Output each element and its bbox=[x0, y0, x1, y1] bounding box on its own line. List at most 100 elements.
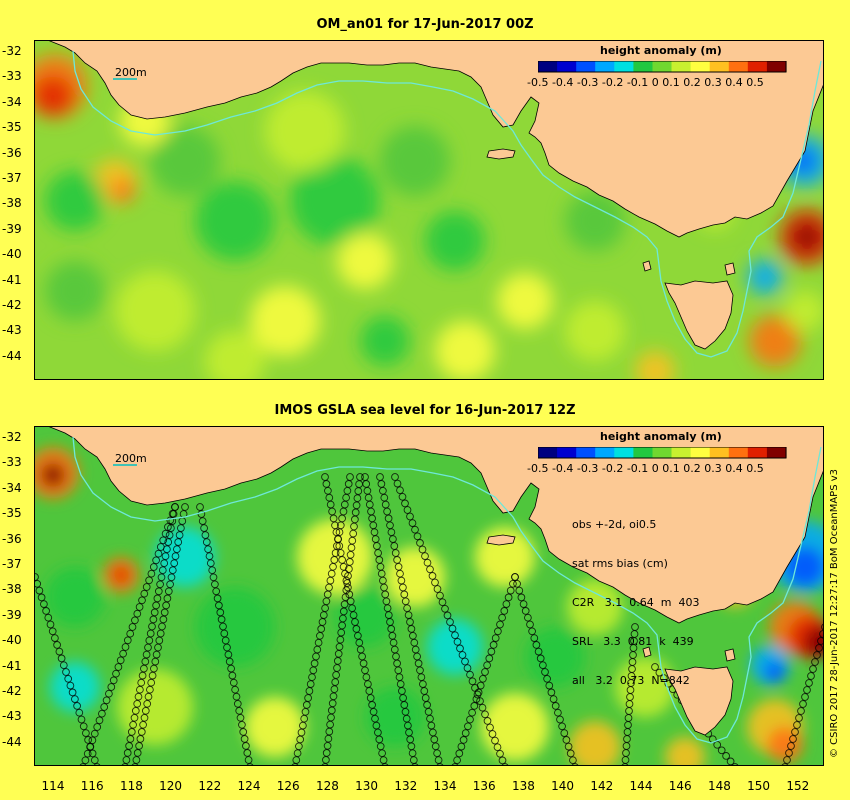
track-obs-marker bbox=[521, 607, 530, 615]
colorbar-swatch bbox=[671, 61, 692, 72]
track-obs-marker bbox=[161, 529, 170, 538]
anomaly-blob bbox=[335, 587, 395, 647]
track-obs-marker bbox=[562, 736, 571, 744]
track-obs-marker bbox=[496, 749, 504, 758]
track-obs-marker bbox=[81, 756, 90, 765]
track-obs-marker bbox=[436, 591, 444, 600]
track-obs-marker bbox=[160, 559, 169, 568]
track-obs-marker bbox=[53, 641, 61, 649]
track-obs-marker bbox=[125, 742, 133, 750]
colorbar-swatch bbox=[538, 61, 558, 72]
track-obs-marker bbox=[543, 674, 551, 683]
track-obs-marker bbox=[651, 663, 659, 671]
track-obs-marker bbox=[547, 688, 556, 697]
x-axis-label: 152 bbox=[786, 779, 810, 793]
track-obs-marker bbox=[196, 503, 204, 511]
track-obs-marker bbox=[134, 692, 143, 701]
track-obs-marker bbox=[242, 742, 250, 750]
track-obs-marker bbox=[51, 634, 59, 642]
track-obs-marker bbox=[451, 763, 459, 765]
x-axis-label: 144 bbox=[629, 779, 653, 793]
stats-box: obs +-2d, oi0.5 sat rms bias (cm) C2R 3.… bbox=[572, 492, 700, 700]
track-obs-marker bbox=[554, 708, 562, 717]
colorbar-swatch bbox=[652, 61, 673, 72]
track-obs-marker bbox=[66, 681, 75, 690]
track-obs-marker bbox=[494, 627, 502, 636]
track-obs-marker bbox=[158, 566, 167, 575]
y-axis-label: -41 bbox=[2, 658, 22, 673]
track-obs-marker bbox=[121, 763, 129, 765]
track-obs-marker bbox=[142, 583, 151, 591]
track-obs-marker bbox=[506, 586, 515, 595]
track-obs-marker bbox=[524, 613, 532, 622]
track-obs-marker bbox=[485, 654, 494, 663]
track-obs-marker bbox=[481, 710, 489, 719]
track-obs-marker bbox=[233, 699, 242, 708]
bottom-scale-label: 200m bbox=[115, 452, 147, 465]
track-obs-marker bbox=[423, 558, 432, 567]
track-obs-marker bbox=[470, 702, 479, 710]
y-axis-label: -37 bbox=[2, 171, 22, 185]
x-axis-label: 136 bbox=[472, 779, 496, 793]
track-obs-marker bbox=[621, 763, 629, 765]
track-obs-marker bbox=[215, 601, 223, 610]
track-obs-marker bbox=[35, 579, 42, 588]
track-obs-marker bbox=[126, 629, 135, 638]
track-obs-marker bbox=[396, 486, 404, 495]
track-obs-marker bbox=[64, 674, 73, 683]
track-obs-marker bbox=[536, 654, 545, 663]
track-obs-marker bbox=[55, 647, 64, 656]
x-axis-label: 126 bbox=[276, 779, 300, 793]
track-obs-marker bbox=[208, 566, 217, 575]
track-obs-marker bbox=[466, 670, 474, 679]
track-obs-marker bbox=[433, 585, 442, 593]
track-obs-marker bbox=[59, 661, 68, 670]
track-obs-marker bbox=[463, 664, 472, 672]
track-obs-marker bbox=[811, 658, 819, 666]
y-axis-label: -44 bbox=[2, 734, 22, 749]
track-obs-marker bbox=[147, 569, 156, 578]
track-obs-marker bbox=[170, 559, 179, 568]
colorbar-swatch bbox=[557, 447, 577, 458]
track-obs-marker bbox=[243, 749, 252, 757]
x-axis-label: 122 bbox=[198, 779, 222, 793]
track-obs-marker bbox=[390, 542, 399, 550]
land-mainland bbox=[48, 427, 823, 624]
colorbar-swatch bbox=[614, 61, 634, 72]
track-obs-marker bbox=[566, 749, 575, 758]
track-obs-marker bbox=[84, 736, 92, 744]
track-obs-marker bbox=[71, 695, 79, 703]
track-obs-marker bbox=[88, 749, 97, 758]
track-obs-marker bbox=[411, 525, 419, 534]
track-obs-marker bbox=[560, 729, 569, 737]
y-axis-label: -42 bbox=[2, 298, 22, 312]
track-obs-marker bbox=[152, 601, 160, 610]
track-obs-marker bbox=[486, 723, 494, 732]
track-obs-marker bbox=[726, 757, 735, 765]
track-obs-marker bbox=[799, 700, 807, 708]
track-obs-marker bbox=[114, 663, 123, 671]
anomaly-blob bbox=[45, 261, 105, 321]
track-obs-marker bbox=[457, 742, 466, 751]
track-obs-marker bbox=[154, 643, 162, 652]
stats-line-2: sat rms bias (cm) bbox=[572, 557, 668, 570]
track-obs-marker bbox=[90, 756, 99, 765]
track-obs-marker bbox=[509, 579, 517, 588]
track-obs-marker bbox=[127, 728, 136, 736]
track-obs-marker bbox=[151, 657, 160, 666]
land-island bbox=[724, 262, 736, 276]
x-axis-label: 134 bbox=[433, 779, 457, 793]
track-obs-marker bbox=[136, 685, 144, 694]
track-obs-marker bbox=[174, 538, 183, 546]
track-obs-marker bbox=[100, 703, 109, 711]
track-obs-marker bbox=[131, 763, 139, 765]
track-obs-marker bbox=[472, 695, 481, 703]
track-obs-marker bbox=[526, 620, 534, 629]
anomaly-blob bbox=[427, 619, 483, 675]
track-obs-marker bbox=[500, 607, 509, 615]
anomaly-blob bbox=[45, 171, 105, 231]
track-obs-marker bbox=[201, 531, 210, 539]
colorbar-swatch bbox=[728, 61, 749, 72]
track-obs-marker bbox=[68, 688, 77, 697]
stats-line-4: SRL 3.3 0.81 k 439 bbox=[572, 635, 694, 648]
